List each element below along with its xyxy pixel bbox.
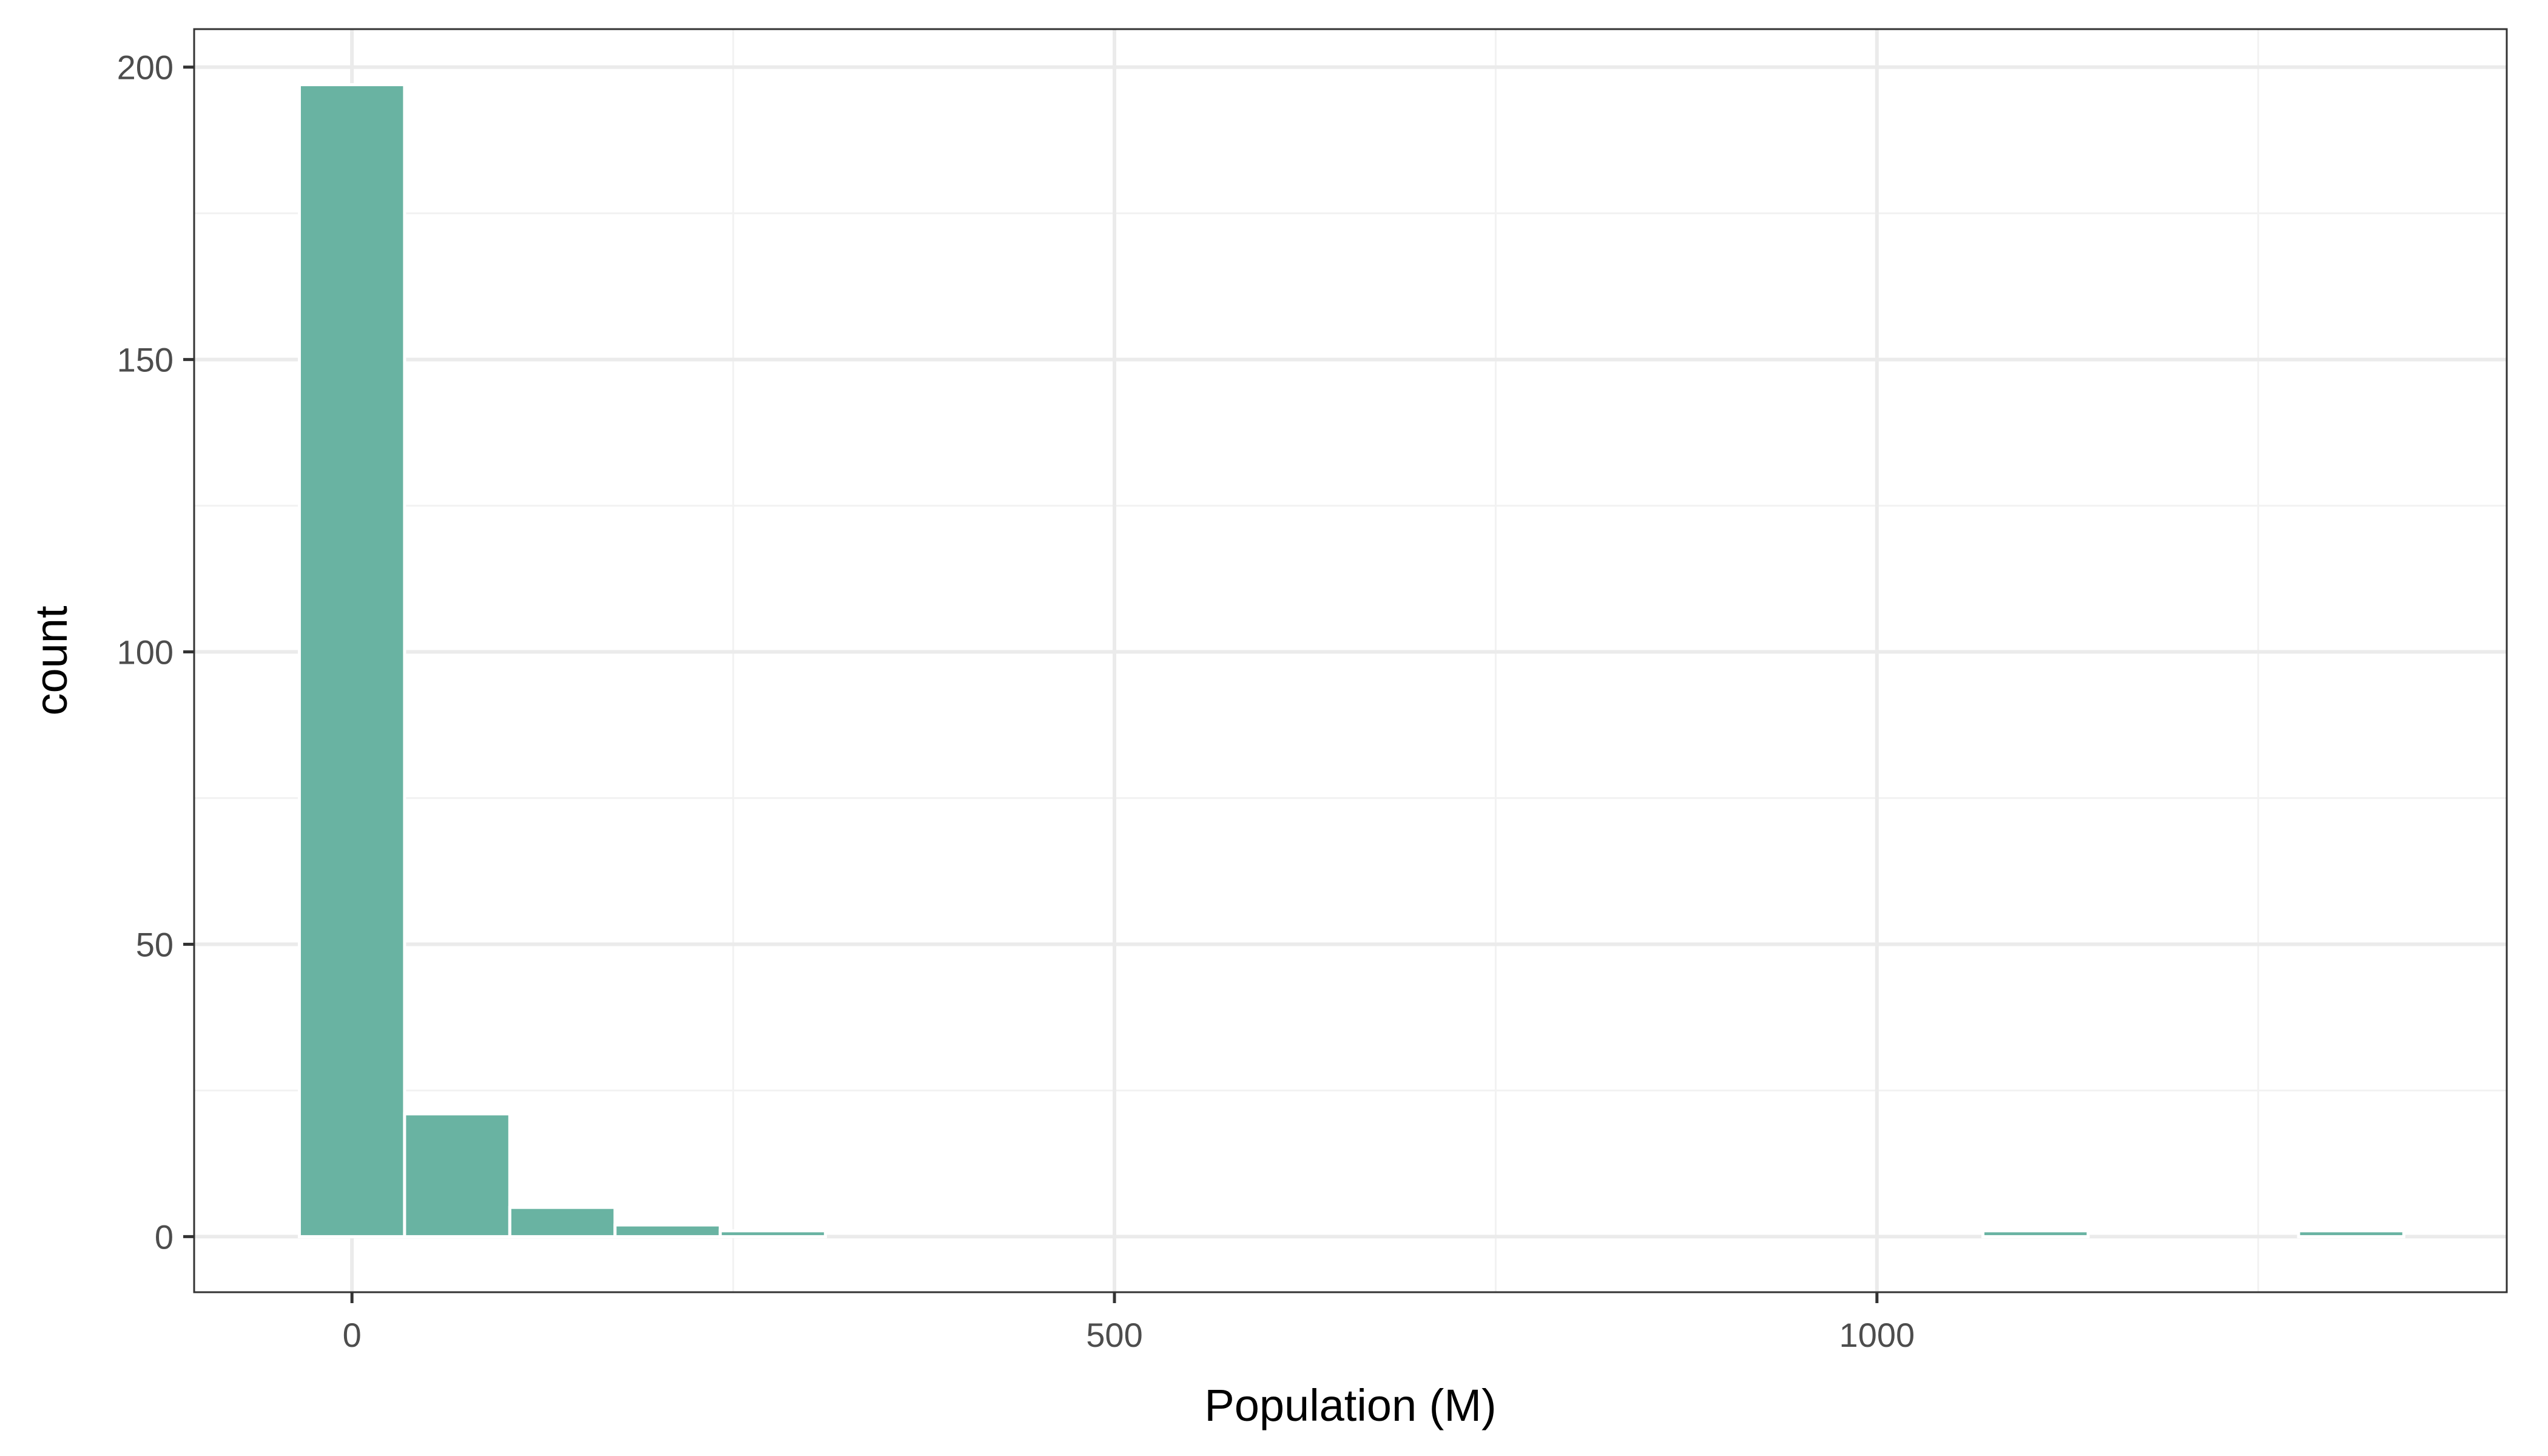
histogram-bar	[2297, 1229, 2405, 1238]
histogram-bar	[718, 1229, 827, 1238]
y-tick-label: 50	[136, 925, 174, 963]
x-tick-label: 0	[343, 1316, 362, 1354]
y-tick-label: 150	[117, 341, 174, 379]
y-tick-label: 200	[117, 49, 174, 87]
histogram-bar	[1981, 1229, 2090, 1238]
y-axis-title: count	[26, 605, 76, 715]
y-tick-label: 0	[155, 1218, 174, 1256]
histogram-bar	[403, 1112, 511, 1238]
histogram-bar	[508, 1205, 617, 1238]
y-tick-label: 100	[117, 633, 174, 672]
x-axis-title: Population (M)	[1204, 1380, 1496, 1431]
x-axis: 0 500 1000	[343, 1292, 1915, 1354]
y-axis: 0 50 100 150 200	[117, 49, 194, 1256]
x-tick-label: 500	[1086, 1316, 1142, 1354]
minor-gridlines	[194, 29, 2507, 1292]
histogram-bars	[297, 83, 2405, 1238]
histogram-bar	[613, 1223, 722, 1238]
histogram-bar	[297, 83, 406, 1238]
plot-panel-border	[193, 28, 2508, 1293]
x-tick-label: 1000	[1839, 1316, 1915, 1354]
